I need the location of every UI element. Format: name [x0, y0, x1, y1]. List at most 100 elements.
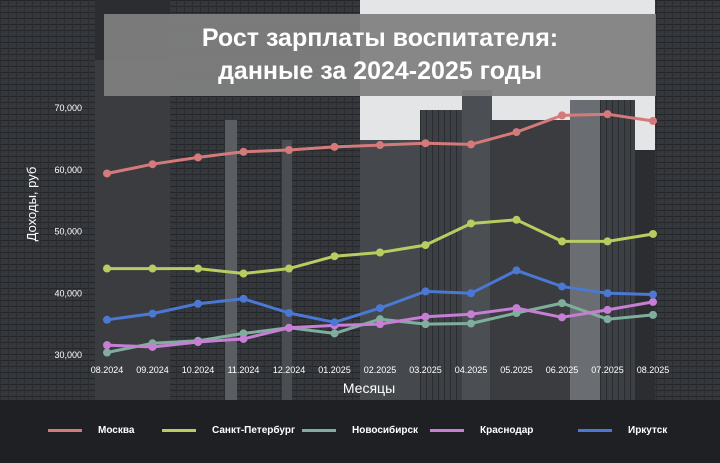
- data-point: [649, 310, 657, 319]
- legend-label-moscow: Москва: [98, 424, 135, 436]
- data-point: [421, 287, 430, 296]
- data-point: [194, 264, 202, 273]
- data-point: [103, 264, 111, 273]
- data-point: [330, 318, 339, 327]
- legend-item-saint-petersburg: Санкт-Петербург: [162, 418, 295, 442]
- data-point: [512, 215, 521, 224]
- data-point: [603, 289, 612, 298]
- legend-label-novosibirsk: Новосибирск: [352, 424, 419, 436]
- data-point: [558, 313, 566, 322]
- data-point: [421, 320, 430, 329]
- x-tick-label: 05.2025: [500, 365, 533, 375]
- x-tick-label: 01.2025: [318, 365, 351, 375]
- data-point: [239, 334, 248, 343]
- x-tick-label: 08.2024: [91, 365, 124, 375]
- data-point: [239, 329, 248, 338]
- legend-item-novosibirsk: Новосибирск: [302, 418, 418, 442]
- legend-swatch-krasnodar: [430, 428, 464, 432]
- y-axis: 30,000 40,000 50,000 60,000 70,000: [54, 103, 82, 360]
- x-tick-label: 11.2024: [228, 365, 260, 375]
- legend-swatch-novosibirsk: [302, 428, 336, 432]
- x-tick-label: 10.2024: [182, 365, 215, 375]
- data-point: [649, 229, 657, 238]
- data-point: [467, 310, 475, 319]
- data-point: [467, 319, 475, 328]
- data-point: [512, 128, 521, 137]
- legend-item-moscow: Москва: [48, 418, 134, 442]
- x-tick-label: 04.2025: [455, 365, 488, 375]
- data-point: [148, 264, 157, 273]
- y-tick-label: 30,000: [54, 350, 82, 360]
- legend-swatch-irkutsk: [578, 428, 612, 432]
- data-point: [148, 160, 157, 169]
- y-axis-label: Доходы, руб: [24, 167, 39, 242]
- x-tick-label: 02.2025: [364, 365, 397, 375]
- data-point: [421, 312, 430, 321]
- chart-title: Рост зарплаты воспитателя: данные за 202…: [104, 14, 656, 96]
- data-point: [285, 323, 293, 332]
- data-point: [103, 341, 111, 350]
- x-tick-label: 06.2025: [546, 365, 579, 375]
- data-point: [330, 142, 339, 151]
- data-point: [285, 309, 293, 318]
- data-point: [603, 315, 612, 324]
- y-tick-label: 70,000: [54, 103, 82, 113]
- data-point: [512, 266, 521, 275]
- data-point: [558, 111, 566, 120]
- x-tick-label: 09.2024: [136, 365, 169, 375]
- data-point: [239, 294, 248, 303]
- data-point: [239, 147, 248, 156]
- data-point: [194, 299, 202, 308]
- legend: Москва Санкт-Петербург Новосибирск Красн…: [0, 418, 720, 442]
- data-point: [194, 153, 202, 162]
- x-tick-label: 12.2024: [273, 365, 306, 375]
- data-point: [649, 116, 657, 125]
- data-point: [103, 315, 111, 324]
- legend-label-krasnodar: Краснодар: [480, 424, 534, 436]
- x-axis: 08.2024 09.2024 10.2024 11.2024 12.2024 01.20…: [91, 365, 670, 375]
- legend-swatch-moscow: [48, 428, 82, 432]
- y-tick-label: 60,000: [54, 165, 82, 175]
- series-group: [103, 215, 657, 278]
- data-point: [285, 264, 293, 273]
- legend-swatch-saint-petersburg: [162, 428, 196, 432]
- legend-item-krasnodar: Краснодар: [430, 418, 533, 442]
- data-point: [558, 282, 566, 291]
- data-point: [421, 139, 430, 148]
- x-tick-label: 08.2025: [637, 365, 670, 375]
- data-point: [103, 169, 111, 178]
- data-point: [467, 219, 475, 228]
- legend-item-irkutsk: Иркутск: [578, 418, 667, 442]
- data-point: [421, 241, 430, 250]
- legend-label-saint-petersburg: Санкт-Петербург: [212, 424, 296, 436]
- data-point: [103, 348, 111, 357]
- x-tick-label: 03.2025: [409, 365, 442, 375]
- data-point: [285, 145, 293, 154]
- series-group: [103, 297, 657, 351]
- y-tick-label: 50,000: [54, 227, 82, 237]
- data-point: [239, 269, 248, 278]
- series-layer: [103, 110, 657, 357]
- data-point: [330, 252, 339, 261]
- data-point: [330, 329, 339, 338]
- data-point: [376, 141, 384, 150]
- data-point: [148, 309, 157, 318]
- data-point: [467, 289, 475, 298]
- data-point: [376, 248, 384, 257]
- data-point: [603, 110, 612, 119]
- data-point: [649, 290, 657, 299]
- series-group: [103, 266, 657, 327]
- data-point: [467, 140, 475, 149]
- chart-title-line-1: Рост зарплаты воспитателя:: [201, 24, 559, 52]
- data-point: [148, 342, 157, 351]
- x-axis-label: Месяцы: [343, 380, 395, 396]
- legend-label-irkutsk: Иркутск: [628, 424, 668, 436]
- data-point: [603, 305, 612, 314]
- data-point: [194, 338, 202, 347]
- data-point: [558, 299, 566, 308]
- series-line: [105, 218, 655, 275]
- data-point: [376, 320, 384, 329]
- chart-title-line-2: данные за 2024-2025 годы: [218, 57, 542, 85]
